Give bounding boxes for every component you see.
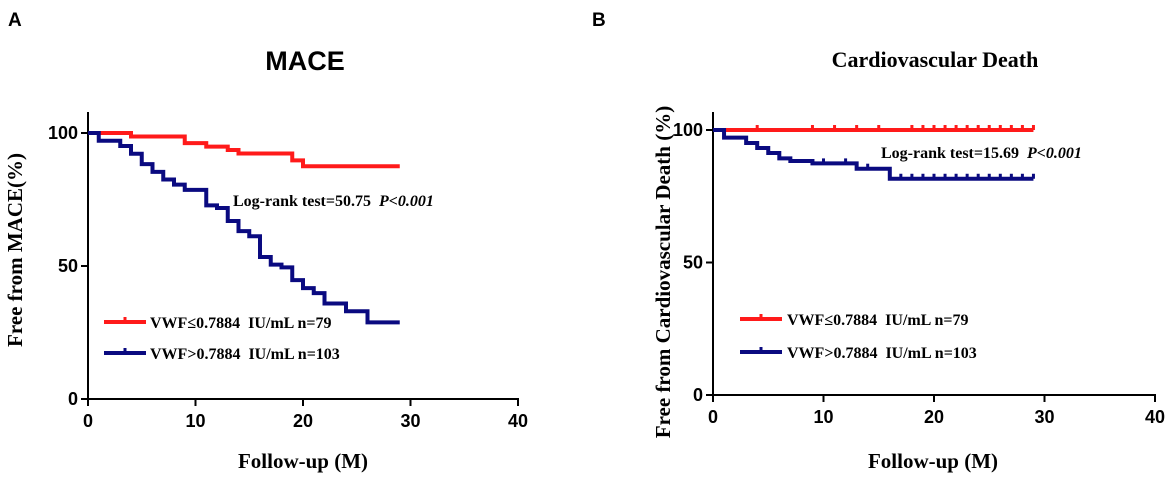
km-curve-series-1 bbox=[88, 131, 400, 169]
x-tick-label: 30 bbox=[400, 411, 420, 431]
x-tick-label: 20 bbox=[293, 411, 313, 431]
panel-a-mace: A MACE Free from MACE(%) Follow-up (M) L… bbox=[3, 10, 528, 473]
x-tick-label: 10 bbox=[813, 407, 833, 427]
y-tick-label: 50 bbox=[58, 256, 78, 276]
legend: VWF≤0.7884 IU/mL n=79 VWF>0.7884 IU/mL n=… bbox=[740, 312, 977, 362]
p-value-text: P<0.001 bbox=[1026, 145, 1082, 162]
log-rank-text: Log-rank test=50.75 bbox=[233, 193, 371, 210]
chart-title: Cardiovascular Death bbox=[832, 47, 1039, 72]
log-rank-annotation: Log-rank test=50.75 P<0.001 bbox=[233, 193, 434, 210]
chart-title: MACE bbox=[265, 46, 345, 76]
legend: VWF≤0.7884 IU/mL n=79 VWF>0.7884 IU/mL n=… bbox=[104, 315, 340, 363]
y-tick-label: 0 bbox=[68, 389, 78, 409]
axes: 0 10 20 30 40 0 50 100 bbox=[48, 112, 528, 431]
km-curves bbox=[88, 131, 400, 325]
log-rank-text: Log-rank test=15.69 bbox=[881, 145, 1019, 162]
axes: 0 10 20 30 40 0 50 100 bbox=[673, 112, 1165, 427]
y-tick-label: 0 bbox=[693, 385, 703, 405]
log-rank-annotation: Log-rank test=15.69 P<0.001 bbox=[881, 145, 1082, 162]
legend-label-1: VWF≤0.7884 IU/mL n=79 bbox=[150, 315, 331, 332]
panel-label: B bbox=[592, 10, 606, 31]
y-tick-label: 100 bbox=[48, 123, 78, 143]
x-tick-label: 20 bbox=[924, 407, 944, 427]
panel-label: A bbox=[8, 10, 22, 31]
x-axis-label: Follow-up (M) bbox=[238, 449, 368, 473]
km-curves bbox=[713, 125, 1035, 181]
x-tick-label: 0 bbox=[708, 407, 718, 427]
y-axis-label: Free from Cardiovascular Death (%) bbox=[651, 106, 675, 438]
y-tick-label: 50 bbox=[683, 253, 703, 273]
x-tick-label: 10 bbox=[185, 411, 205, 431]
x-axis-label: Follow-up (M) bbox=[868, 449, 998, 473]
km-curve-series-2 bbox=[713, 128, 1034, 181]
y-tick-label: 100 bbox=[673, 120, 703, 140]
p-value-text: P<0.001 bbox=[378, 193, 434, 210]
x-tick-label: 30 bbox=[1034, 407, 1054, 427]
x-tick-label: 0 bbox=[83, 411, 93, 431]
y-axis-label: Free from MACE(%) bbox=[3, 153, 27, 347]
legend-label-1: VWF≤0.7884 IU/mL n=79 bbox=[787, 312, 968, 329]
x-tick-label: 40 bbox=[1145, 407, 1165, 427]
km-curve-series-2 bbox=[88, 131, 400, 325]
x-tick-label: 40 bbox=[508, 411, 528, 431]
panel-b-cardiovascular-death: B Cardiovascular Death Free from Cardiov… bbox=[592, 10, 1165, 473]
legend-label-2: VWF>0.7884 IU/mL n=103 bbox=[150, 346, 340, 363]
legend-label-2: VWF>0.7884 IU/mL n=103 bbox=[787, 345, 977, 362]
